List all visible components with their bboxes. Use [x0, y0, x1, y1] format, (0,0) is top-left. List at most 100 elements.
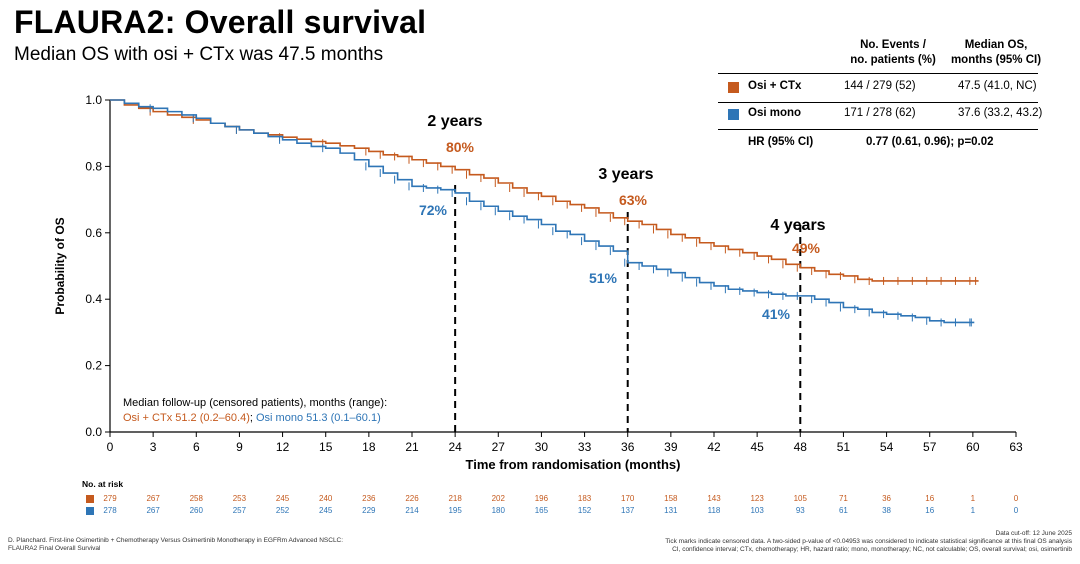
risk-count: 245	[319, 506, 333, 515]
x-tick-label: 9	[236, 440, 243, 454]
risk-count: 0	[1013, 506, 1019, 515]
risk-count: 16	[925, 506, 935, 515]
risk-count: 253	[232, 494, 247, 503]
footnote-left-line1: D. Planchard. First-line Osimertinib + C…	[8, 537, 344, 544]
followup-separator: ;	[249, 412, 253, 424]
x-tick-label: 3	[150, 440, 157, 454]
risk-count: 214	[405, 506, 419, 515]
footnote-left-line2: FLAURA2 Final Overall Survival	[8, 545, 101, 552]
risk-count: 226	[405, 494, 419, 503]
x-tick-label: 42	[707, 440, 721, 454]
osi-ctx-median: 47.5 (41.0, NC)	[958, 80, 1037, 92]
osi-mono-median: 37.6 (33.2, 43.2)	[958, 107, 1043, 119]
risk-count: 257	[232, 506, 247, 515]
footnote-right-line3: CI, confidence interval; CTx, chemothera…	[672, 546, 1072, 553]
risk-count: 170	[621, 494, 635, 503]
page-title: FLAURA2: Overall survival	[14, 4, 427, 40]
risk-count: 143	[707, 494, 721, 503]
x-tick-label: 57	[923, 440, 937, 454]
x-tick-label: 30	[535, 440, 549, 454]
y-tick-label: 0.8	[85, 159, 102, 173]
risk-count: 0	[1013, 494, 1019, 503]
risk-count: 118	[707, 506, 721, 515]
risk-count: 71	[838, 494, 848, 503]
footnote-right-line1: Data cut-off: 12 June 2025	[995, 530, 1073, 537]
risk-count: 252	[275, 506, 290, 515]
table-bottom-rule	[718, 129, 1038, 130]
annotation-osi-mono-pct: 51%	[589, 270, 618, 286]
x-tick-label: 60	[966, 440, 980, 454]
risk-count: 61	[838, 506, 848, 515]
risk-count: 245	[275, 494, 290, 503]
risk-count: 165	[534, 506, 549, 515]
median-header-line2: months (95% CI)	[950, 54, 1042, 66]
annotation-osi-ctx-pct: 49%	[792, 240, 821, 256]
annotation-osi-mono-pct: 72%	[419, 202, 448, 218]
risk-count: 16	[925, 494, 935, 503]
osi-ctx-swatch	[728, 82, 739, 93]
risk-count: 38	[882, 506, 892, 515]
risk-count: 229	[362, 506, 376, 515]
risk-count: 260	[189, 506, 203, 515]
footnote-right-line2: Tick marks indicate censored data. A two…	[665, 538, 1072, 545]
table-top-rule	[718, 73, 1038, 74]
annotation-osi-mono-pct: 41%	[762, 306, 791, 322]
x-tick-label: 12	[276, 440, 290, 454]
y-tick-label: 0.6	[85, 226, 102, 240]
risk-count: 131	[664, 506, 678, 515]
followup-note: Median follow-up (censored patients), mo…	[123, 396, 387, 426]
risk-count: 258	[189, 494, 203, 503]
x-tick-label: 24	[448, 440, 462, 454]
risk-count: 278	[103, 506, 117, 515]
x-tick-label: 27	[492, 440, 506, 454]
annotation-year: 4 years	[770, 217, 825, 234]
risk-count: 180	[491, 506, 505, 515]
risk-count: 218	[448, 494, 462, 503]
risk-count: 195	[448, 506, 462, 515]
events-header-line2: no. patients (%)	[850, 54, 936, 66]
followup-osi-ctx: Osi + CTx 51.2 (0.2–60.4)	[123, 412, 250, 424]
median-header-line1: Median OS,	[964, 39, 1028, 51]
risk-count: 1	[970, 494, 976, 503]
y-tick-label: 0.0	[85, 425, 102, 439]
osi-mono-swatch	[728, 109, 739, 120]
risk-count: 1	[970, 506, 976, 515]
risk-count: 236	[362, 494, 376, 503]
risk-table-label: No. at risk	[82, 479, 124, 489]
risk-count: 152	[577, 506, 592, 515]
risk-count: 183	[577, 494, 592, 503]
x-tick-label: 33	[578, 440, 592, 454]
hr-label: HR (95% CI)	[748, 136, 814, 148]
x-tick-label: 6	[193, 440, 200, 454]
x-tick-label: 54	[880, 440, 894, 454]
risk-count: 137	[621, 506, 635, 515]
y-tick-label: 0.4	[85, 292, 102, 306]
x-axis-label: Time from randomisation (months)	[466, 457, 681, 472]
x-tick-label: 51	[837, 440, 851, 454]
events-header: No. Events / no. patients (%)	[838, 38, 948, 68]
x-tick-label: 39	[664, 440, 678, 454]
risk-count: 105	[793, 494, 807, 503]
series-line	[110, 99, 975, 324]
x-tick-label: 48	[794, 440, 808, 454]
followup-osi-mono: Osi mono 51.3 (0.1–60.1)	[256, 412, 381, 424]
risk-count: 123	[750, 494, 764, 503]
legend-table: No. Events / no. patients (%) Median OS,…	[718, 38, 1042, 158]
footnote-left: D. Planchard. First-line Osimertinib + C…	[8, 537, 343, 553]
risk-count: 103	[750, 506, 764, 515]
risk-count: 158	[664, 494, 678, 503]
osi-ctx-events: 144 / 279 (52)	[844, 80, 916, 92]
risk-count: 196	[534, 494, 549, 503]
followup-heading: Median follow-up (censored patients), mo…	[123, 397, 388, 409]
x-tick-label: 21	[405, 440, 419, 454]
x-tick-label: 0	[107, 440, 114, 454]
y-axis-label: Probability of OS	[53, 217, 67, 314]
events-header-line1: No. Events /	[860, 39, 926, 51]
osi-ctx-risk-swatch	[86, 495, 94, 503]
risk-count: 93	[795, 506, 805, 515]
y-tick-label: 0.2	[85, 359, 102, 373]
annotation-osi-ctx-pct: 80%	[446, 139, 475, 155]
annotation-year: 3 years	[598, 166, 653, 183]
risk-count: 36	[882, 494, 892, 503]
